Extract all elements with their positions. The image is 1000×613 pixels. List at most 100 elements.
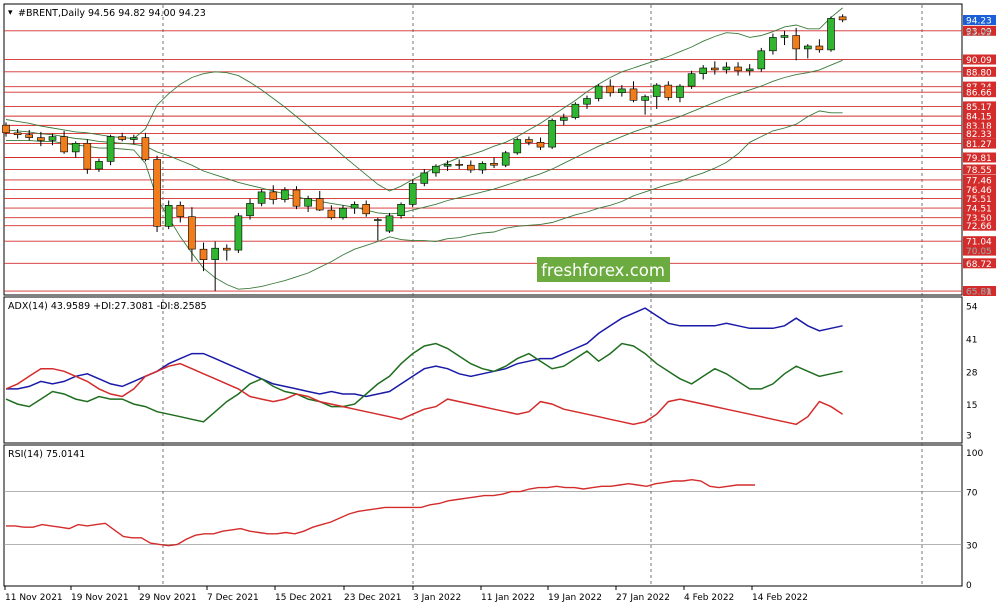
- candle-body-49: [571, 103, 580, 118]
- candle-body-62: [722, 66, 731, 71]
- candle-body-66: [769, 37, 777, 52]
- candle-body-6: [71, 143, 80, 153]
- price-tag-box-14: [963, 193, 996, 204]
- symbol-label: #BRENT,Daily: [18, 8, 85, 19]
- candle-body-46: [536, 142, 545, 148]
- price-tag-box-9: [963, 138, 996, 149]
- candle-body-32: [373, 219, 382, 221]
- candle-body-4: [48, 136, 57, 141]
- x-axis-label-11: 14 Feb 2022: [752, 593, 808, 603]
- candle-body-17: [199, 248, 208, 260]
- price-tag-label-21: 65.81: [966, 288, 992, 298]
- price-tag-label-6: 84.15: [966, 113, 992, 123]
- price-tag-label-8: 82.33: [966, 130, 992, 140]
- price-tag-box-18: [963, 236, 996, 247]
- candle-body-42: [490, 163, 498, 166]
- candle-body-68: [792, 35, 801, 50]
- candle-body-9: [106, 136, 115, 162]
- x-axis-label-0: 11 Nov 2021: [5, 593, 63, 603]
- price-axis-label-1: 70.05: [966, 247, 992, 257]
- candle-body-33: [385, 215, 394, 232]
- candle-body-48: [559, 117, 568, 121]
- price-tag-label-12: 77.46: [966, 176, 992, 186]
- candle-body-23: [269, 191, 278, 200]
- candle-body-20: [234, 215, 243, 251]
- x-axis-label-2: 29 Nov 2021: [139, 593, 197, 603]
- candle-body-54: [629, 88, 638, 101]
- price-tag-label-1: 90.09: [966, 56, 992, 66]
- candle-body-22: [257, 191, 266, 204]
- price-tag-box-16: [963, 212, 996, 223]
- candle-body-43: [501, 152, 510, 166]
- x-axis-label-6: 3 Jan 2022: [413, 593, 461, 603]
- x-axis-label-8: 19 Jan 2022: [548, 593, 602, 603]
- candle-body-72: [838, 16, 847, 21]
- candle-body-64: [745, 68, 754, 72]
- candle-body-21: [246, 203, 254, 217]
- price-tag-box-12: [963, 174, 996, 185]
- candle-body-44: [513, 139, 522, 154]
- price-tag-box-1: [963, 54, 996, 65]
- price-tag-label-19: 70.05: [966, 247, 992, 257]
- price-tag-box-3: [963, 81, 996, 92]
- candle-body-13: [153, 159, 161, 227]
- candle-body-47: [548, 120, 556, 148]
- candle-body-38: [443, 164, 452, 167]
- adx-series-di: [5, 342, 843, 423]
- rsi-tick-2: 30: [966, 541, 978, 551]
- candle-body-56: [652, 84, 661, 97]
- candle-body-70: [815, 45, 824, 51]
- candle-body-40: [466, 164, 475, 171]
- adx-panel[interactable]: [3, 296, 963, 444]
- candle-body-16: [188, 216, 196, 250]
- candle-body-31: [362, 204, 371, 215]
- candle-body-57: [664, 84, 673, 98]
- candle-body-11: [130, 137, 138, 140]
- candle-body-58: [676, 85, 684, 98]
- candle-body-41: [478, 163, 487, 171]
- rsi-tick-1: 70: [966, 489, 978, 499]
- candle-body-26: [304, 198, 312, 207]
- candle-body-69: [803, 45, 812, 50]
- rsi-panel[interactable]: [3, 444, 963, 587]
- adx-tick-0: 54: [966, 303, 978, 313]
- price-tag-box-2: [963, 66, 996, 77]
- candle-body-59: [687, 73, 696, 87]
- price-tag-box-20: [963, 258, 996, 269]
- adx-series-di: [5, 362, 844, 426]
- candle-body-18: [211, 247, 219, 260]
- candle-body-5: [60, 136, 68, 153]
- candle-body-45: [525, 139, 533, 143]
- candle-body-15: [176, 205, 185, 218]
- price-axis-label-2: 65.80: [966, 288, 992, 298]
- price-axis-label-0: 92.95: [966, 29, 992, 39]
- candle-body-51: [594, 85, 603, 99]
- rsi-indicator-label: RSI(14) 75.0141: [8, 449, 85, 460]
- candle-body-25: [292, 189, 301, 207]
- chart-dropdown-icon[interactable]: ▾: [8, 8, 13, 18]
- candle-body-50: [583, 98, 591, 105]
- candle-body-71: [827, 18, 835, 51]
- x-axis-label-4: 15 Dec 2021: [275, 593, 333, 603]
- candle-body-29: [339, 207, 347, 218]
- candle-body-10: [118, 136, 126, 140]
- candle-body-28: [327, 209, 336, 219]
- rsi-series-line: [6, 478, 755, 547]
- candle-body-53: [618, 88, 626, 94]
- candle-body-37: [432, 165, 440, 174]
- candle-body-34: [397, 204, 405, 217]
- price-tag-label-11: 78.55: [966, 166, 992, 176]
- price-tag-box-5: [963, 101, 996, 112]
- price-tag-box-6: [963, 111, 996, 122]
- price-panel[interactable]: [3, 3, 963, 296]
- price-tag-box-8: [963, 128, 996, 139]
- current-price-label: 94.23: [966, 17, 992, 27]
- candle-body-61: [710, 67, 719, 71]
- adx-tick-2: 28: [966, 368, 978, 378]
- rsi-tick-3: 0: [966, 581, 972, 591]
- price-tag-box-21: [963, 286, 996, 296]
- price-tag-label-7: 83.18: [966, 122, 992, 132]
- price-tag-label-5: 85.17: [966, 103, 992, 113]
- candle-body-30: [350, 204, 359, 209]
